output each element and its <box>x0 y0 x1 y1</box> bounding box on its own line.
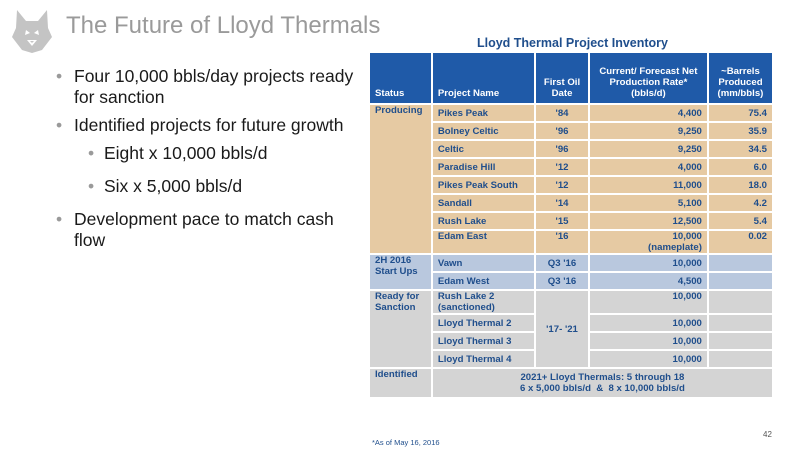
table-row: Bolney Celtic '96 9,250 35.9 <box>369 121 775 141</box>
barrels-produced: 4.2 <box>706 193 775 213</box>
table-header-row: Status Project Name First Oil Date Curre… <box>368 51 775 105</box>
first-oil-date: '16 <box>534 229 590 255</box>
table-row: Paradise Hill '12 4,000 6.0 <box>369 157 775 177</box>
production-rate: 10,000 <box>587 289 709 315</box>
barrels-produced: 5.4 <box>706 211 775 231</box>
first-oil-date: '12 <box>534 157 590 177</box>
project-name: Vawn <box>430 253 537 273</box>
table-row: 2H 2016 Start Ups Vawn Q3 '16 10,000 <box>368 253 775 291</box>
page-number: 42 <box>763 430 772 439</box>
table-title: Lloyd Thermal Project Inventory <box>476 36 668 50</box>
header-first-oil-date: First Oil Date <box>534 51 590 105</box>
barrels-produced <box>706 253 775 273</box>
identified-line-2: 6 x 5,000 bbls/d & 8 x 10,000 bbls/d <box>520 383 685 394</box>
identified-summary: 2021+ Lloyd Thermals: 5 through 18 6 x 5… <box>430 367 775 399</box>
bullet-item: Four 10,000 bbls/day projects ready for … <box>48 66 360 108</box>
production-rate: 9,250 <box>587 139 709 159</box>
barrels-produced: 75.4 <box>706 103 775 123</box>
barrels-produced: 35.9 <box>706 121 775 141</box>
status-startups: 2H 2016 Start Ups <box>368 253 433 291</box>
barrels-produced-empty <box>706 313 775 333</box>
husky-dog-logo-icon <box>12 10 52 53</box>
production-rate: 10,000 <box>587 349 709 369</box>
production-rate: 4,400 <box>587 103 709 123</box>
barrels-produced-empty <box>706 331 775 351</box>
first-oil-date-range: '17- '21 <box>534 289 590 369</box>
production-rate: 10,000 <box>672 231 702 242</box>
header-production-rate: Current/ Forecast Net Production Rate* (… <box>587 51 709 105</box>
table-row: Identified 2021+ Lloyd Thermals: 5 throu… <box>368 367 775 399</box>
production-rate: 5,100 <box>587 193 709 213</box>
bullet-list: Four 10,000 bbls/day projects ready for … <box>48 66 360 258</box>
header-barrels-produced: ~Barrels Produced (mm/bbls) <box>706 51 775 105</box>
project-name: Pikes Peak <box>430 103 537 123</box>
barrels-produced: 0.02 <box>706 229 775 255</box>
barrels-produced-empty <box>706 349 775 369</box>
header-project-name: Project Name <box>430 51 537 105</box>
status-ready-for-sanction: Ready for Sanction <box>368 289 433 369</box>
project-name: Rush Lake <box>430 211 537 231</box>
table-row: Sandall '14 5,100 4.2 <box>369 193 775 213</box>
sub-bullet-item: Eight x 10,000 bbls/d <box>48 143 360 164</box>
production-rate-note: (nameplate) <box>648 242 702 253</box>
first-oil-date: '12 <box>534 175 590 195</box>
project-name: Lloyd Thermal 4 <box>430 349 537 369</box>
production-rate-cell: 10,000 (nameplate) <box>587 229 709 255</box>
production-rate: 4,000 <box>587 157 709 177</box>
production-rate: 4,500 <box>587 271 709 291</box>
barrels-produced <box>706 271 775 291</box>
table-row: Lloyd Thermal 3 10,000 <box>369 331 775 351</box>
header-status: Status <box>368 51 433 105</box>
sub-bullet-item: Six x 5,000 bbls/d <box>48 176 360 197</box>
project-name: Edam West <box>430 271 537 291</box>
barrels-produced: 34.5 <box>706 139 775 159</box>
table-row: Ready for Sanction Rush Lake 2 (sanction… <box>368 289 775 369</box>
table-row: Rush Lake '15 12,500 5.4 <box>369 211 775 231</box>
project-name: Sandall <box>430 193 537 213</box>
project-name: Paradise Hill <box>430 157 537 177</box>
first-oil-date: '15 <box>534 211 590 231</box>
project-name: Celtic <box>430 139 537 159</box>
bullet-item: Identified projects for future growth <box>48 115 360 136</box>
identified-line-1: 2021+ Lloyd Thermals: 5 through 18 <box>520 372 685 383</box>
production-rate: 10,000 <box>587 331 709 351</box>
project-name: Bolney Celtic <box>430 121 537 141</box>
first-oil-date: Q3 '16 <box>534 271 590 291</box>
first-oil-date: '14 <box>534 193 590 213</box>
table-row: Edam East '16 10,000 (nameplate) 0.02 <box>369 229 775 255</box>
table-row: Lloyd Thermal 2 10,000 <box>369 313 775 333</box>
footnote: *As of May 16, 2016 <box>372 438 440 447</box>
bullet-item: Development pace to match cash flow <box>48 209 360 251</box>
slide-title: The Future of Lloyd Thermals <box>66 12 381 39</box>
table-row: Lloyd Thermal 4 10,000 <box>369 349 775 369</box>
production-rate: 10,000 <box>587 253 709 273</box>
barrels-produced-empty <box>706 289 775 315</box>
table-row: Edam West Q3 '16 4,500 <box>369 271 775 291</box>
first-oil-date: '96 <box>534 121 590 141</box>
project-name: Lloyd Thermal 3 <box>430 331 537 351</box>
production-rate: 9,250 <box>587 121 709 141</box>
table-row: Pikes Peak South '12 11,000 18.0 <box>369 175 775 195</box>
status-producing: Producing <box>368 103 433 255</box>
production-rate: 10,000 <box>587 313 709 333</box>
first-oil-date: '84 <box>534 103 590 123</box>
table-row: Celtic '96 9,250 34.5 <box>369 139 775 159</box>
project-name: Rush Lake 2 (sanctioned) <box>430 289 537 315</box>
project-inventory-table: Status Project Name First Oil Date Curre… <box>368 51 775 399</box>
table-row: Producing Pikes Peak '84 4,400 75.4 <box>368 103 775 255</box>
status-identified: Identified <box>368 367 433 399</box>
first-oil-date: Q3 '16 <box>534 253 590 273</box>
project-name: Pikes Peak South <box>430 175 537 195</box>
barrels-produced: 18.0 <box>706 175 775 195</box>
production-rate: 12,500 <box>587 211 709 231</box>
first-oil-date: '96 <box>534 139 590 159</box>
project-name: Edam East <box>430 229 537 255</box>
barrels-produced: 6.0 <box>706 157 775 177</box>
production-rate: 11,000 <box>587 175 709 195</box>
project-name: Lloyd Thermal 2 <box>430 313 537 333</box>
